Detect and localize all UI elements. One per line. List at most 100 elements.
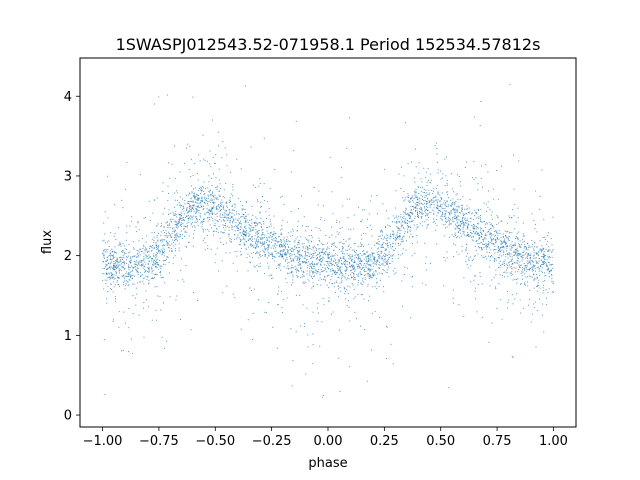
data-point xyxy=(382,231,384,233)
data-point xyxy=(430,203,432,205)
data-point xyxy=(237,219,239,221)
data-point xyxy=(297,242,299,244)
data-point xyxy=(466,263,468,265)
data-point xyxy=(107,217,109,219)
data-point xyxy=(459,230,461,232)
data-point xyxy=(381,243,383,245)
data-point xyxy=(111,248,113,250)
data-point xyxy=(427,168,429,170)
data-point xyxy=(152,264,154,266)
data-point xyxy=(393,217,395,219)
data-point xyxy=(380,231,382,233)
data-point xyxy=(459,229,461,231)
data-point xyxy=(427,213,429,215)
data-point xyxy=(371,349,373,351)
data-point xyxy=(109,250,111,252)
data-point xyxy=(241,216,243,218)
data-point xyxy=(368,300,370,302)
data-point xyxy=(168,213,170,215)
data-point xyxy=(489,233,491,235)
data-point xyxy=(194,163,196,165)
data-point xyxy=(470,256,472,258)
data-point xyxy=(222,292,224,294)
data-point xyxy=(196,198,198,200)
data-point xyxy=(126,271,128,273)
data-point xyxy=(376,242,378,244)
data-point xyxy=(174,223,176,225)
data-point xyxy=(219,204,221,206)
data-point xyxy=(148,267,150,269)
data-point xyxy=(208,200,210,202)
data-point xyxy=(281,225,283,227)
data-point xyxy=(474,233,476,235)
data-point xyxy=(286,267,288,269)
data-point xyxy=(549,271,551,273)
data-point xyxy=(427,198,428,200)
data-point xyxy=(127,274,129,276)
data-point xyxy=(493,198,495,200)
data-point xyxy=(368,268,370,270)
data-point xyxy=(106,272,108,274)
data-point xyxy=(210,177,212,179)
data-point xyxy=(364,328,366,330)
data-point xyxy=(390,244,392,246)
data-point xyxy=(260,238,262,240)
data-point xyxy=(353,273,355,275)
data-point xyxy=(234,238,235,240)
data-point xyxy=(148,254,150,256)
data-point xyxy=(522,254,524,256)
x-axis-label: phase xyxy=(308,456,347,471)
data-point xyxy=(268,244,270,246)
data-point xyxy=(261,238,263,240)
data-point xyxy=(102,261,104,263)
data-point xyxy=(552,292,554,294)
data-point xyxy=(123,253,125,255)
data-point xyxy=(317,312,319,314)
data-point xyxy=(357,275,359,277)
data-point xyxy=(450,204,452,206)
data-point xyxy=(500,241,502,243)
data-point xyxy=(504,271,506,273)
data-point xyxy=(264,200,266,202)
data-point xyxy=(487,206,489,208)
data-point xyxy=(246,232,248,234)
data-point xyxy=(368,255,370,257)
data-point xyxy=(317,204,319,206)
data-point xyxy=(148,260,150,262)
data-point xyxy=(477,227,479,229)
data-point xyxy=(498,251,500,253)
data-point xyxy=(268,214,270,216)
data-point xyxy=(156,267,158,269)
data-point xyxy=(476,217,478,219)
data-point xyxy=(497,198,499,200)
data-point xyxy=(201,200,203,202)
data-point xyxy=(482,243,484,245)
data-point xyxy=(420,216,422,218)
data-point xyxy=(536,246,538,248)
data-point xyxy=(158,96,160,98)
data-point xyxy=(427,214,429,216)
data-point xyxy=(464,217,466,219)
data-point xyxy=(400,240,402,242)
data-point xyxy=(343,256,345,258)
data-point xyxy=(308,268,310,270)
data-point xyxy=(225,252,227,254)
data-point xyxy=(138,240,140,242)
data-point xyxy=(538,257,540,259)
data-point xyxy=(387,234,389,236)
data-point xyxy=(511,264,513,266)
data-point xyxy=(317,244,319,246)
data-point xyxy=(463,231,465,233)
data-point xyxy=(129,267,131,269)
data-point xyxy=(154,277,156,279)
data-point xyxy=(253,221,255,223)
data-point xyxy=(174,230,176,232)
data-point xyxy=(348,228,350,230)
data-point xyxy=(139,260,141,262)
data-point xyxy=(105,283,107,285)
data-point xyxy=(177,192,179,194)
data-point xyxy=(415,189,417,191)
data-point xyxy=(495,249,497,251)
data-point xyxy=(369,275,371,277)
